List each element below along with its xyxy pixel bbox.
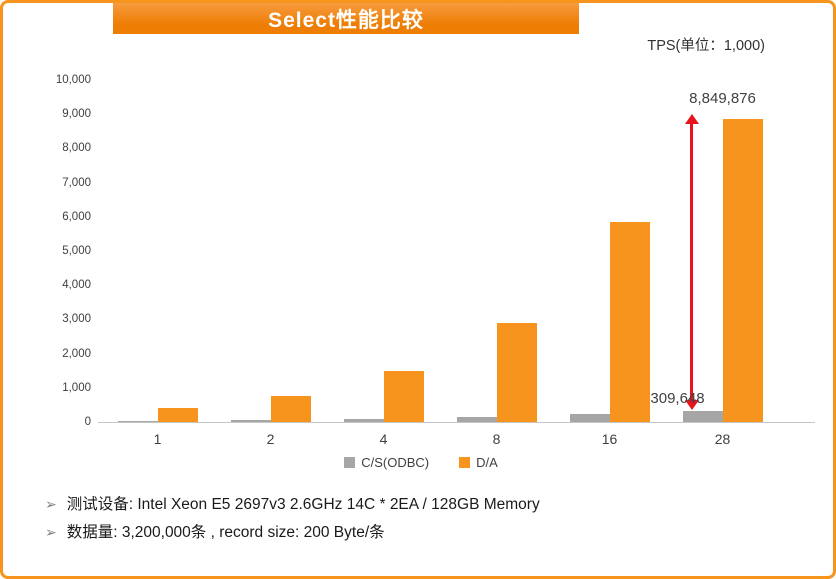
- chart-legend: C/S(ODBC) D/A: [3, 455, 833, 470]
- y-tick-label: 2,000: [62, 347, 91, 360]
- legend-swatch: [344, 457, 356, 468]
- y-tick-label: 9,000: [62, 108, 91, 121]
- axis-unit-label: TPS(单位：1,000): [647, 38, 765, 54]
- footnote-text: 数据量: 3,200,000条 , record size: 200 Byte/…: [66, 524, 385, 541]
- bar-cs-8: [456, 416, 497, 422]
- bar-cs-4: [343, 419, 384, 422]
- bar-da-2: [270, 396, 311, 422]
- footnote-test-device: ➢ 测试设备: Intel Xeon E5 2697v3 2.6GHz 14C …: [45, 492, 540, 514]
- bullet-arrow-icon: ➢: [45, 524, 57, 540]
- arrow-up-icon: [684, 114, 699, 125]
- y-tick-label: 3,000: [62, 313, 91, 326]
- y-tick-label: 7,000: [62, 176, 91, 189]
- bar-cs-16: [569, 413, 610, 422]
- y-tick-label: 0: [84, 416, 91, 428]
- difference-arrow: [690, 123, 693, 402]
- data-label: 8,849,876: [689, 90, 756, 108]
- y-tick-label: 10,000: [55, 74, 91, 86]
- x-tick-label: 16: [601, 431, 618, 447]
- bar-da-16: [609, 221, 650, 422]
- bullet-arrow-icon: ➢: [45, 496, 57, 512]
- bar-da-8: [496, 322, 537, 422]
- legend-label: C/S(ODBC): [361, 455, 430, 470]
- bar-da-28: [722, 119, 763, 422]
- y-tick-label: 6,000: [62, 210, 91, 223]
- footnote-data-size: ➢ 数据量: 3,200,000条 , record size: 200 Byt…: [45, 520, 540, 542]
- x-tick-label: 4: [379, 431, 388, 447]
- y-tick-label: 4,000: [62, 279, 91, 292]
- legend-swatch: [459, 457, 471, 468]
- bar-da-4: [383, 370, 424, 422]
- x-tick-label: 8: [492, 431, 501, 447]
- x-tick-label: 2: [266, 431, 275, 447]
- bar-chart: 0 1,000 2,000 3,000 4,000 5,000 6,000 7,000 8,00…: [3, 3, 833, 576]
- legend-item-cs-odbc: C/S(ODBC): [344, 455, 429, 470]
- x-tick-label: 1: [153, 431, 162, 447]
- y-tick-label: 1,000: [62, 381, 91, 394]
- arrow-down-icon: [684, 400, 699, 411]
- footnotes: ➢ 测试设备: Intel Xeon E5 2697v3 2.6GHz 14C …: [45, 492, 540, 548]
- x-axis-line: [98, 422, 815, 423]
- bar-cs-28: [682, 411, 723, 422]
- data-label: 309,648: [650, 390, 705, 408]
- bar-da-1: [157, 408, 198, 422]
- bar-cs-1: [117, 421, 158, 422]
- y-tick-label: 5,000: [62, 245, 91, 257]
- legend-label: D/A: [476, 455, 498, 470]
- bar-cs-2: [230, 420, 271, 422]
- legend-item-da: D/A: [459, 455, 498, 470]
- page-title: Select性能比较: [268, 8, 424, 32]
- y-tick-label: 8,000: [62, 142, 91, 155]
- title-banner: Select性能比较: [113, 3, 579, 34]
- footnote-text: 测试设备: Intel Xeon E5 2697v3 2.6GHz 14C * …: [66, 496, 540, 513]
- x-tick-label: 28: [714, 431, 731, 447]
